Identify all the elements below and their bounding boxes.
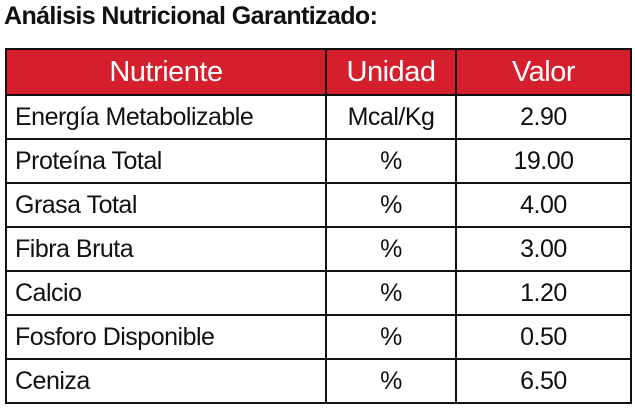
table-cell: Energía Metabolizable [5,94,327,140]
table-row: Grasa Total% 4.00 [5,182,632,228]
table-cell: Mcal/Kg [325,94,457,140]
table-body: Energía Metabolizable Mcal/Kg 2.90 Proteína… [5,94,632,404]
header-cell: Unidad [325,48,457,96]
header-cell: Valor [455,48,632,96]
table-cell: % [325,270,457,316]
title: Análisis Nutricional Garantizado: [4,2,378,30]
table-cell: 3.00 [455,226,632,272]
table-cell: Proteína Total [5,138,327,184]
table-cell: 2.90 [455,94,632,140]
header-row: Nutriente Unidad Valor [5,48,632,96]
table-cell: 1.20 [455,270,632,316]
table-cell: 19.00 [455,138,632,184]
table-cell: Fibra Bruta [5,226,327,272]
table-row: Calcio% 1.20 [5,270,632,316]
table-cell: % [325,138,457,184]
table-cell: Grasa Total [5,182,327,228]
table-cell: 0.50 [455,314,632,360]
table-row: Energía Metabolizable Mcal/Kg 2.90 [5,94,632,140]
table-cell: % [325,314,457,360]
table-cell: % [325,226,457,272]
table-cell: % [325,358,457,404]
table-row: Fibra Bruta% 3.00 [5,226,632,272]
table-row: Proteína Total% 19.00 [5,138,632,184]
table-cell: Fosforo Disponible [5,314,327,360]
table-cell: Calcio [5,270,327,316]
table-cell: Ceniza [5,358,327,404]
table-row: Fosforo Disponible% 0.50 [5,314,632,360]
table-cell: 6.50 [455,358,632,404]
nutrition-table: Nutriente Unidad Valor Energía Metabolizab… [5,48,632,404]
header-cell: Nutriente [5,48,327,96]
table-cell: % [325,182,457,228]
table-cell: 4.00 [455,182,632,228]
table-row: Ceniza% 6.50 [5,358,632,404]
